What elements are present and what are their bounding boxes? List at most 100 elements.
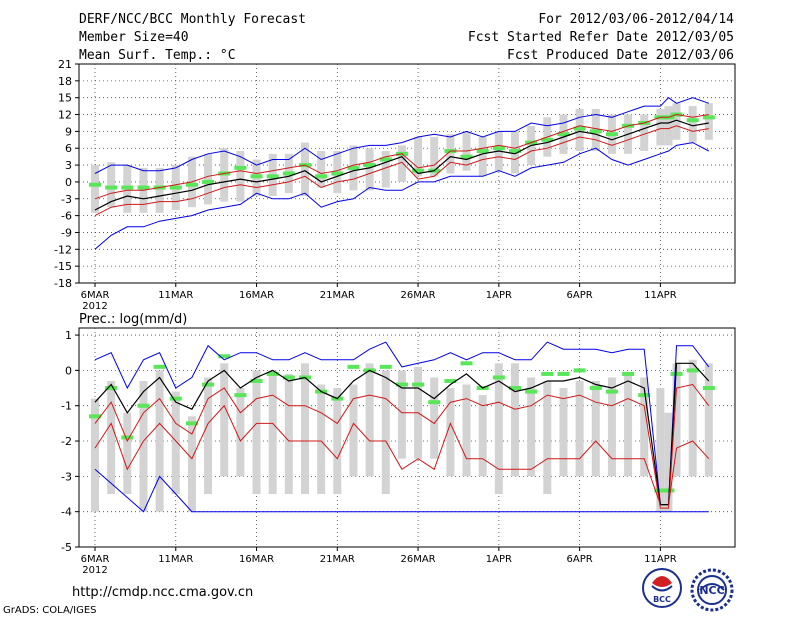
box-bar <box>478 137 487 177</box>
x-tick-label: 11MAR <box>158 554 193 565</box>
median-marker <box>89 414 101 419</box>
median-marker <box>686 118 699 123</box>
box-bar <box>381 370 390 495</box>
median-marker <box>202 382 215 387</box>
box-bar <box>656 388 665 512</box>
precip-panel-title: Prec.: log(mm/d) <box>79 312 187 327</box>
box-bar <box>478 395 487 477</box>
median-marker <box>266 174 279 179</box>
median-marker <box>121 185 134 190</box>
box-bar <box>236 388 245 477</box>
x-tick-label: 16MAR <box>239 290 274 301</box>
x-tick-label: 26MAR <box>400 290 435 301</box>
series-line-mean <box>94 362 710 506</box>
box-bar <box>107 162 116 208</box>
median-marker <box>363 163 376 168</box>
x-tick-label: 26MAR <box>400 554 435 565</box>
median-marker <box>557 132 570 137</box>
box-bar <box>688 106 697 143</box>
series-line-max <box>94 142 710 250</box>
median-marker <box>525 389 538 394</box>
box-bar <box>607 377 616 477</box>
box-bar <box>656 108 665 146</box>
median-marker <box>347 364 360 369</box>
start-date: Fcst Started Refer Date 2012/03/05 <box>467 30 734 45</box>
box-bar <box>511 363 519 477</box>
median-marker <box>250 174 263 179</box>
median-marker <box>686 368 699 373</box>
median-marker <box>121 435 134 440</box>
box-bar <box>365 363 374 477</box>
median-marker <box>460 154 473 159</box>
box-bar <box>704 363 713 477</box>
member-size: Member Size=40 <box>79 30 189 45</box>
median-marker <box>654 488 667 493</box>
box-bar <box>155 370 164 512</box>
box-bar <box>527 377 536 477</box>
y-tick-label: 6 <box>65 142 72 155</box>
median-marker <box>234 393 247 398</box>
median-marker <box>89 182 101 187</box>
box-bar <box>220 363 229 477</box>
median-marker <box>509 386 521 391</box>
median-marker <box>460 361 473 366</box>
box-bar <box>204 153 213 205</box>
box-bar <box>672 363 681 477</box>
series-line-mean <box>94 119 709 211</box>
footer-url[interactable]: http://cmdp.ncc.cma.gov.cn <box>72 585 253 600</box>
median-marker <box>218 354 231 359</box>
bcc-logo-icon: BCC <box>642 568 682 608</box>
box-bar <box>672 103 681 140</box>
y-tick-label: -2 <box>61 435 72 448</box>
median-marker <box>105 185 118 190</box>
median-marker <box>137 403 150 408</box>
median-marker <box>557 371 570 376</box>
box-bar <box>543 380 552 495</box>
median-marker <box>185 421 198 426</box>
median-marker <box>638 393 651 398</box>
box-bar <box>430 137 439 177</box>
median-marker <box>589 129 602 134</box>
median-marker <box>589 386 602 391</box>
bcc-logo-text: BCC <box>653 595 671 604</box>
box-bar <box>91 165 99 213</box>
median-marker <box>395 382 408 387</box>
y-tick-label: -5 <box>61 541 72 554</box>
median-marker <box>541 137 554 142</box>
x-tick-label: 6APR <box>567 290 593 301</box>
y-tick-label: 9 <box>65 125 72 138</box>
median-marker <box>412 382 425 387</box>
y-tick-label: -1 <box>61 400 72 413</box>
median-marker <box>234 165 247 170</box>
box-bar <box>688 359 697 477</box>
box-bar <box>414 137 423 177</box>
median-marker <box>476 149 489 154</box>
box-bar <box>430 377 439 459</box>
x-tick-label: 11APR <box>644 290 677 301</box>
box-bar <box>640 114 649 152</box>
median-marker <box>105 386 118 391</box>
median-marker <box>202 179 215 184</box>
box-bar <box>397 370 406 459</box>
box-bar <box>446 134 455 174</box>
box-bar <box>664 412 673 512</box>
median-marker <box>622 371 635 376</box>
box-bar <box>155 167 164 213</box>
y-tick-label: 21 <box>58 58 72 71</box>
variable-label: Mean Surf. Temp.: °C <box>79 48 236 63</box>
box-bar <box>381 151 390 188</box>
box-bar <box>236 151 245 202</box>
median-marker <box>492 146 505 151</box>
median-marker <box>153 364 166 369</box>
median-marker <box>282 171 295 176</box>
median-marker <box>379 364 392 369</box>
box-bar <box>575 380 584 477</box>
series-line-min <box>94 341 710 506</box>
y-tick-label: 1 <box>65 329 72 342</box>
box-bar <box>284 373 293 495</box>
series-line-q_low <box>94 125 709 217</box>
x-tick-label: 21MAR <box>320 554 355 565</box>
x-tick-label: 11MAR <box>158 290 193 301</box>
chart-title: DERF/NCC/BCC Monthly Forecast <box>79 12 306 27</box>
box-bar <box>333 388 342 495</box>
